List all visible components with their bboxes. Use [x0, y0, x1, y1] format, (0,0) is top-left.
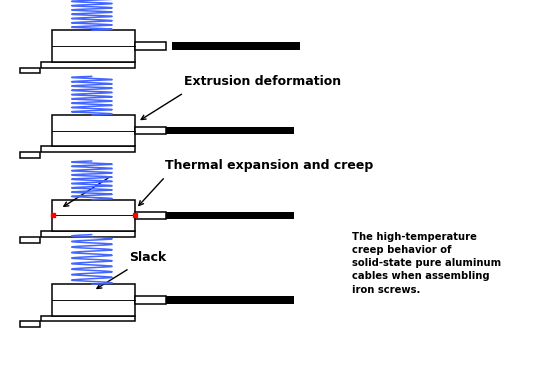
Bar	[41, 61, 135, 68]
Text: The high-temperature
creep behavior of
solid-state pure aluminum
cables when ass: The high-temperature creep behavior of s…	[352, 232, 501, 294]
Bar	[52, 31, 135, 61]
Bar	[166, 127, 294, 134]
Bar	[166, 212, 294, 219]
Bar	[135, 212, 166, 219]
Text: Thermal expansion and creep: Thermal expansion and creep	[165, 159, 374, 172]
Bar	[52, 115, 135, 146]
Bar	[41, 231, 135, 237]
Bar	[20, 68, 40, 74]
Bar	[135, 127, 166, 134]
Bar	[135, 296, 166, 304]
Bar	[41, 146, 135, 152]
Text: Slack: Slack	[130, 251, 167, 264]
Bar	[166, 296, 294, 304]
Bar	[20, 322, 40, 328]
Bar	[172, 42, 300, 50]
Bar	[52, 284, 135, 316]
Bar	[135, 42, 166, 50]
Bar	[20, 152, 40, 158]
Bar	[41, 315, 135, 322]
Bar	[52, 199, 135, 231]
Text: Extrusion deformation: Extrusion deformation	[184, 75, 341, 88]
Bar	[20, 237, 40, 243]
